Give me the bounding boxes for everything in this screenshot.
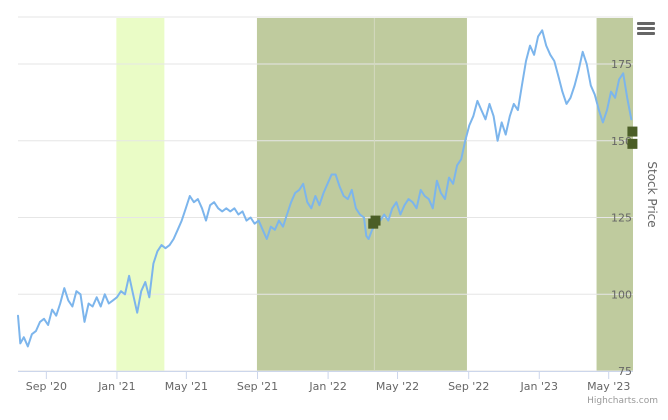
event-marker-3[interactable] [627, 138, 638, 149]
y-tick-label-125: 125 [611, 212, 632, 225]
chart-menu-button[interactable] [633, 16, 657, 38]
x-tick-label-7: Jan '23 [520, 380, 558, 393]
event-marker-2[interactable] [627, 126, 638, 137]
y-axis-title: Stock Price [645, 161, 659, 227]
event-markers [368, 126, 638, 229]
plot-band-0 [116, 18, 165, 371]
y-tick-label-100: 100 [611, 288, 632, 301]
x-tick-label-1: Jan '21 [97, 380, 135, 393]
y-tick-label-175: 175 [611, 58, 632, 71]
x-tick-label-6: Sep '22 [448, 380, 489, 393]
x-axis-ticks: Sep '20 Jan '21 May '21 Sep '21 Jan '22 May '… [26, 371, 630, 393]
highcharts-credits[interactable]: Highcharts.com [587, 396, 658, 406]
x-tick-label-3: Sep '21 [237, 380, 278, 393]
stock-price-line [17, 29, 633, 348]
hamburger-menu-icon [637, 22, 655, 35]
y-tick-label-75: 75 [618, 365, 632, 378]
y-axis-labels: 75 100 125 150 175 [611, 58, 632, 378]
plot-band-2 [596, 18, 633, 371]
x-tick-label-5: May '22 [376, 380, 419, 393]
x-tick-label-8: May '23 [587, 380, 630, 393]
event-marker-1[interactable] [370, 215, 381, 226]
plot-band-1 [256, 18, 467, 371]
x-tick-label-4: Jan '22 [308, 380, 346, 393]
y-tick-label-150: 150 [611, 135, 632, 148]
x-tick-label-2: May '21 [165, 380, 208, 393]
x-tick-label-0: Sep '20 [26, 380, 67, 393]
plot-bands [116, 18, 633, 371]
